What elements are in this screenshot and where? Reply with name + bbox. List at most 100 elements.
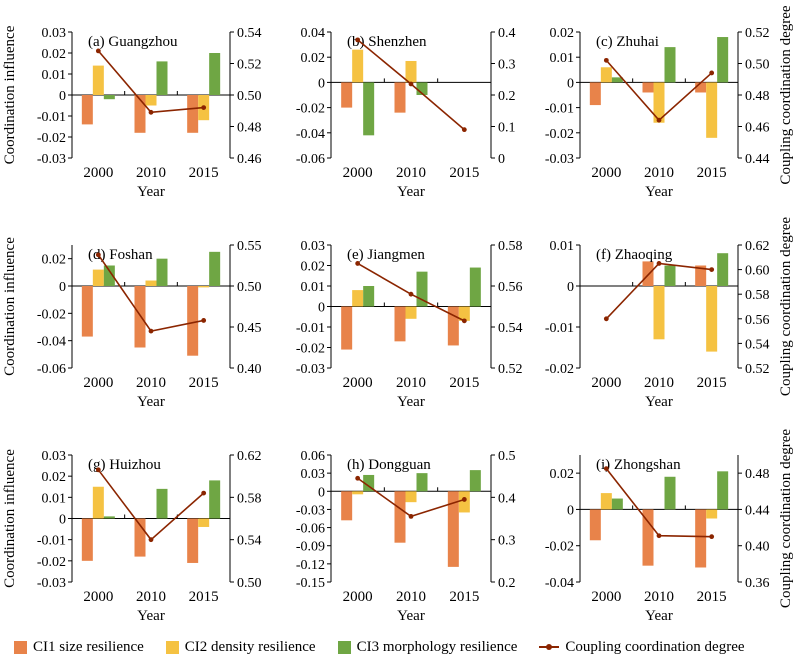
x-tick-label: 2010	[136, 589, 166, 605]
bar-ci1-2000	[341, 306, 353, 350]
legend-label-ccd: Coupling coordination degree	[565, 638, 745, 655]
bar-ci3-2015	[209, 251, 221, 286]
bar-ci2-2010	[653, 286, 665, 340]
y2-tick-label: 0.62	[745, 239, 770, 254]
panel-dongguan: 0.06 0.03 0 -0.03 -0.06 -0.09 -0.12 -0.15 0.5 0.4…	[296, 449, 516, 624]
y-tick-label: -0.01	[545, 321, 574, 336]
x-axis-label: Year	[137, 394, 165, 410]
right-axis-label: Coupling coordination degree	[778, 5, 794, 184]
left-axis-label: Coordination influence	[2, 25, 18, 164]
x-axis-label: Year	[397, 394, 425, 410]
ccd-point-2015	[461, 497, 467, 502]
y-tick-label: 0.02	[42, 253, 67, 268]
ccd-point-2015	[709, 534, 715, 540]
bar-ci3-2010	[416, 82, 428, 95]
y2-tick-label: 0.2	[498, 576, 516, 591]
bar-ci3-2000	[103, 516, 115, 519]
ccd-point-2010	[148, 109, 154, 115]
y2-tick-label: 0.1	[498, 121, 516, 136]
y-tick-label: 0.03	[42, 26, 67, 41]
y-tick-label: 0	[318, 485, 325, 500]
ccd-point-2015	[461, 127, 467, 133]
bar-ci2-2015	[198, 286, 210, 288]
y2-tick-label: 0.52	[745, 26, 770, 41]
ccd-point-2010	[656, 261, 662, 266]
bar-ci3-2015	[717, 253, 729, 286]
y-tick-label: -0.02	[545, 362, 574, 377]
y2-tick-label: 0.52	[237, 58, 262, 73]
bar-ci1-2015	[187, 286, 199, 356]
x-tick-label: 2010	[136, 165, 166, 181]
y2-tick-label: 0.48	[745, 467, 770, 482]
y2-tick-label: 0.58	[237, 491, 262, 506]
bar-ci1-2000	[589, 509, 601, 541]
legend-item-ci1: CI1 size resilience	[14, 639, 144, 656]
panel-title: (g) Huizhou	[88, 457, 161, 473]
x-tick-label: 2000	[591, 589, 621, 605]
y-tick-label: -0.04	[37, 335, 66, 350]
x-axis-label: Year	[645, 394, 673, 410]
y-tick-label: 0.02	[301, 260, 326, 275]
panel-title: (d) Foshan	[88, 247, 153, 263]
ccd-point-2000	[95, 48, 101, 54]
bar-ci1-2000	[589, 82, 601, 106]
bar-ci1-2015	[695, 265, 707, 286]
bar-ci3-2010	[156, 488, 168, 519]
bar-ci2-2000	[92, 65, 104, 95]
y-tick-label: 0	[567, 76, 574, 91]
bar-ci1-2010	[642, 82, 654, 93]
legend-label-ci3: CI3 morphology resilience	[356, 638, 518, 655]
x-axis-label: Year	[137, 608, 165, 624]
y-tick-label: 0.04	[301, 26, 326, 41]
bar-ci1-2010	[134, 518, 146, 557]
y2-tick-label: 0.48	[745, 89, 770, 104]
bar-ci3-2000	[611, 498, 623, 510]
bar-ci3-2010	[416, 271, 428, 307]
ccd-point-2015	[709, 70, 715, 76]
bar-ci3-2010	[664, 47, 676, 83]
y-tick-label: -0.02	[545, 127, 574, 142]
x-tick-label: 2015	[449, 165, 479, 181]
y2-tick-label: 0.50	[237, 89, 262, 104]
y2-tick-label: 0.58	[745, 288, 770, 303]
y-tick-label: 0	[567, 280, 574, 295]
x-tick-label: 2000	[83, 589, 113, 605]
bar-ci1-2010	[134, 95, 146, 133]
y-tick-label: 0.03	[301, 239, 326, 254]
panel-title: (b) Shenzhen	[347, 34, 427, 50]
ccd-point-2010	[148, 537, 154, 543]
x-tick-label: 2015	[449, 589, 479, 605]
y2-tick-label: 0.56	[498, 280, 523, 295]
bar-ci3-2000	[103, 95, 115, 100]
ccd-point-2010	[148, 328, 154, 334]
bar-ci3-2015	[209, 53, 221, 95]
ccd-point-2000	[95, 467, 101, 473]
y2-tick-label: 0.60	[745, 264, 770, 279]
x-tick-label: 2010	[396, 375, 426, 391]
bar-ci2-2000	[600, 67, 612, 83]
y-tick-label: -0.09	[296, 540, 325, 555]
bar-ci3-2010	[156, 258, 168, 286]
y-tick-label: -0.02	[296, 102, 325, 117]
y2-tick-label: 0.55	[237, 239, 262, 254]
x-tick-label: 2000	[591, 165, 621, 181]
bar-ci1-2010	[394, 491, 406, 543]
x-tick-label: 2010	[136, 375, 166, 391]
y-tick-label: -0.06	[296, 152, 325, 167]
bar-ci1-2010	[642, 261, 654, 286]
legend-swatch-ci2	[165, 640, 179, 654]
bar-ci1-2010	[642, 509, 654, 566]
bar-ci3-2015	[469, 470, 481, 492]
bar-ci2-2000	[352, 49, 364, 83]
legend-line-ccd	[539, 644, 560, 650]
ccd-point-2000	[95, 252, 101, 258]
y-tick-label: 0.06	[301, 449, 326, 464]
y2-tick-label: 0.2	[498, 89, 516, 104]
y2-tick-label: 0.52	[498, 362, 523, 377]
bar-ci3-2015	[469, 267, 481, 307]
bar-ci1-2010	[394, 306, 406, 342]
y-tick-label: -0.02	[37, 131, 66, 146]
panel-zhongshan: 0.02 0 -0.02 -0.04 0.48 0.44 0.40 0.36 2000 2010 2…	[545, 429, 794, 624]
bar-ci2-2000	[352, 491, 364, 495]
y-tick-label: -0.02	[37, 555, 66, 570]
